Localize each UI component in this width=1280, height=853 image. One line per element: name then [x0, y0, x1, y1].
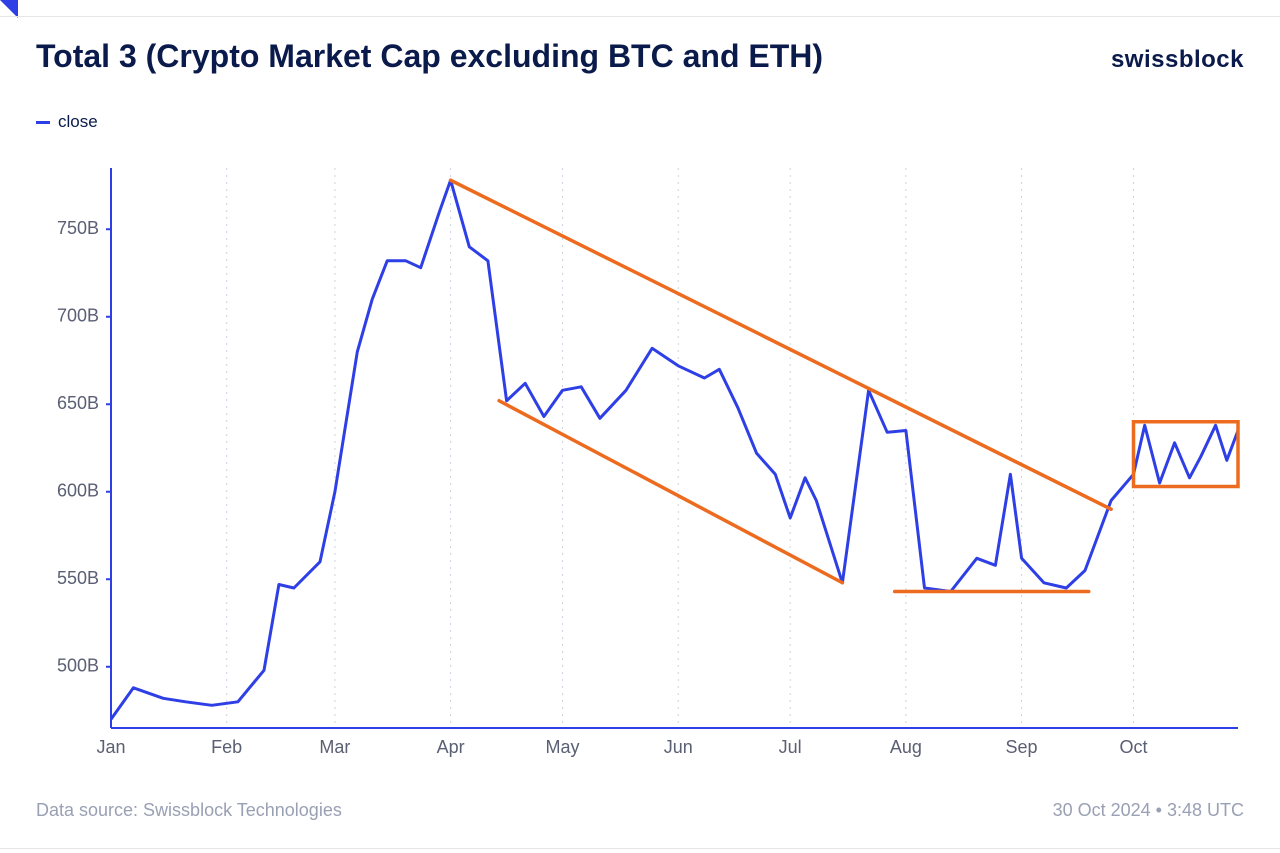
trendline-lower: [499, 401, 842, 583]
chart-title: Total 3 (Crypto Market Cap excluding BTC…: [36, 38, 823, 75]
timestamp: 30 Oct 2024 • 3:48 UTC: [1053, 800, 1244, 821]
legend: close: [36, 112, 98, 132]
legend-swatch-close: [36, 121, 50, 124]
x-tick-label: Jul: [779, 737, 802, 757]
x-tick-label: Jan: [96, 737, 125, 757]
x-tick-label: Oct: [1120, 737, 1148, 757]
line-chart-svg: 500B 550B 600B 650B 700B 750B Jan Feb Mar Apr May J…: [36, 150, 1244, 773]
brand-label: swissblock: [1111, 46, 1244, 74]
legend-label-close: close: [58, 112, 98, 132]
x-tick-label: Sep: [1006, 737, 1038, 757]
x-tick-label: Mar: [319, 737, 350, 757]
x-tick-label: May: [546, 737, 580, 757]
series-close: [111, 180, 1238, 719]
y-tick-label: 700B: [57, 306, 99, 326]
y-tick-label: 600B: [57, 481, 99, 501]
trendline-upper: [451, 180, 1112, 509]
x-tick-label: Aug: [890, 737, 922, 757]
chart-card: Total 3 (Crypto Market Cap excluding BTC…: [0, 0, 1280, 853]
y-tick-label: 750B: [57, 218, 99, 238]
top-divider: [0, 16, 1280, 17]
x-tick-label: Jun: [664, 737, 693, 757]
x-tick-label: Apr: [437, 737, 465, 757]
bottom-divider: [0, 848, 1280, 849]
chart-area: 500B 550B 600B 650B 700B 750B Jan Feb Mar Apr May J…: [36, 150, 1244, 773]
y-tick-label: 550B: [57, 568, 99, 588]
x-tick-label: Feb: [211, 737, 242, 757]
consolidation-box: [1134, 422, 1238, 487]
data-source: Data source: Swissblock Technologies: [36, 800, 342, 821]
y-tick-label: 650B: [57, 393, 99, 413]
y-tick-label: 500B: [57, 656, 99, 676]
